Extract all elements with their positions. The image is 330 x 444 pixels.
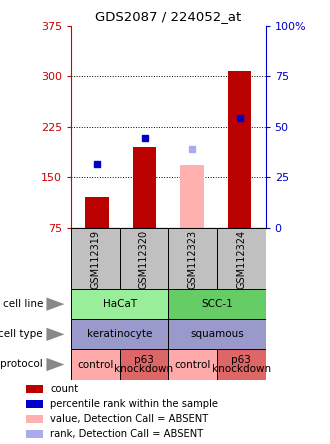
Bar [168, 228, 217, 289]
Bar [119, 349, 168, 380]
Text: rank, Detection Call = ABSENT: rank, Detection Call = ABSENT [50, 429, 203, 439]
Text: HaCaT: HaCaT [103, 299, 137, 309]
Bar [26, 385, 43, 393]
Text: SCC-1: SCC-1 [201, 299, 233, 309]
Bar [168, 349, 217, 380]
Bar [133, 147, 156, 228]
Text: cell line: cell line [3, 298, 43, 309]
Bar [71, 228, 119, 289]
Polygon shape [47, 297, 64, 311]
Bar [168, 319, 266, 349]
Polygon shape [47, 358, 64, 371]
Text: value, Detection Call = ABSENT: value, Detection Call = ABSENT [50, 414, 209, 424]
Title: GDS2087 / 224052_at: GDS2087 / 224052_at [95, 10, 242, 23]
Bar [26, 416, 43, 423]
Bar [71, 319, 168, 349]
Bar [71, 289, 168, 319]
Text: GSM112320: GSM112320 [139, 230, 149, 289]
Text: control: control [77, 360, 114, 369]
Text: p63
knockdown: p63 knockdown [212, 355, 271, 374]
Text: GSM112319: GSM112319 [90, 230, 100, 289]
Bar [26, 400, 43, 408]
Text: control: control [175, 360, 211, 369]
Bar [71, 349, 119, 380]
Text: count: count [50, 385, 78, 394]
Text: GSM112324: GSM112324 [236, 230, 246, 289]
Text: squamous: squamous [190, 329, 244, 339]
Text: percentile rank within the sample: percentile rank within the sample [50, 399, 218, 409]
Text: p63
knockdown: p63 knockdown [115, 355, 174, 374]
Bar [228, 71, 251, 228]
Bar [217, 349, 266, 380]
Text: cell type: cell type [0, 329, 43, 339]
Text: protocol: protocol [0, 359, 43, 369]
Bar [26, 430, 43, 438]
Bar [119, 228, 168, 289]
Polygon shape [47, 328, 64, 341]
Text: keratinocyte: keratinocyte [87, 329, 152, 339]
Bar [180, 165, 204, 228]
Bar [168, 289, 266, 319]
Bar [85, 198, 109, 228]
Bar [217, 228, 266, 289]
Text: GSM112323: GSM112323 [188, 230, 198, 289]
